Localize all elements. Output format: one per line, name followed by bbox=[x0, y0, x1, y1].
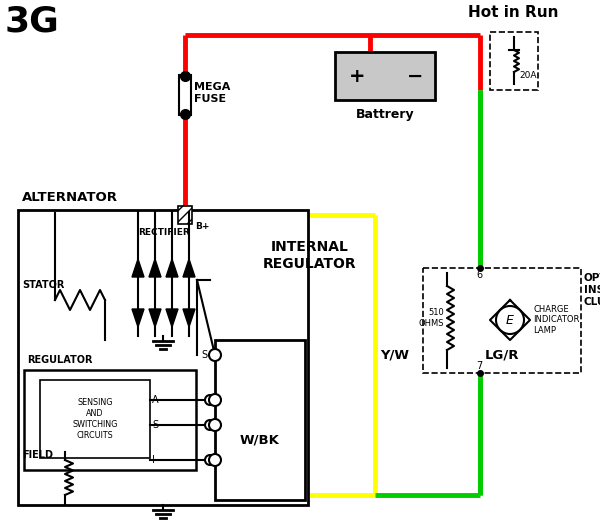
Text: +: + bbox=[349, 67, 365, 86]
Text: W/BK: W/BK bbox=[240, 434, 280, 446]
Polygon shape bbox=[183, 309, 195, 327]
Bar bbox=[490, 32, 538, 90]
Text: 6: 6 bbox=[476, 270, 482, 280]
Bar bbox=[40, 380, 150, 458]
Text: OPTIONAL
INSTRUMENT
CLUSTER: OPTIONAL INSTRUMENT CLUSTER bbox=[584, 273, 600, 307]
Text: CHARGE
INDICATOR
LAMP: CHARGE INDICATOR LAMP bbox=[533, 305, 580, 335]
Text: B+: B+ bbox=[195, 222, 209, 231]
Text: E: E bbox=[506, 313, 514, 327]
Text: LG/R: LG/R bbox=[485, 349, 520, 362]
Circle shape bbox=[205, 420, 215, 430]
Text: S: S bbox=[152, 420, 158, 430]
Text: Battrery: Battrery bbox=[356, 108, 415, 121]
Text: Hot in Run: Hot in Run bbox=[468, 5, 558, 20]
Text: 20A: 20A bbox=[519, 71, 536, 80]
Text: I: I bbox=[152, 455, 155, 465]
Text: RECTIFIER: RECTIFIER bbox=[138, 228, 190, 237]
Text: Y/W: Y/W bbox=[380, 349, 409, 362]
Bar bbox=[178, 206, 192, 224]
Polygon shape bbox=[132, 309, 144, 327]
Text: STATOR: STATOR bbox=[22, 280, 64, 290]
Polygon shape bbox=[166, 259, 178, 277]
Bar bbox=[24, 370, 196, 470]
Text: INTERNAL
REGULATOR: INTERNAL REGULATOR bbox=[263, 240, 357, 271]
Text: MEGA
FUSE: MEGA FUSE bbox=[194, 82, 230, 104]
Circle shape bbox=[205, 395, 215, 405]
Text: REGULATOR: REGULATOR bbox=[27, 355, 92, 365]
Text: S: S bbox=[202, 350, 208, 360]
Circle shape bbox=[209, 349, 221, 361]
Text: 7: 7 bbox=[476, 361, 482, 371]
Text: 510
OHMS: 510 OHMS bbox=[419, 308, 444, 328]
Polygon shape bbox=[183, 259, 195, 277]
Circle shape bbox=[209, 394, 221, 406]
Polygon shape bbox=[149, 259, 161, 277]
Text: SENSING
AND
SWITCHING
CIRCUITS: SENSING AND SWITCHING CIRCUITS bbox=[73, 398, 118, 440]
Bar bbox=[335, 52, 435, 100]
Text: A: A bbox=[152, 395, 158, 405]
Text: −: − bbox=[407, 67, 423, 86]
Circle shape bbox=[205, 455, 215, 465]
Circle shape bbox=[209, 454, 221, 466]
Circle shape bbox=[209, 419, 221, 431]
Polygon shape bbox=[166, 309, 178, 327]
Polygon shape bbox=[132, 259, 144, 277]
Circle shape bbox=[496, 306, 524, 334]
Bar bbox=[179, 75, 191, 115]
Text: FIELD: FIELD bbox=[22, 450, 53, 460]
Text: ALTERNATOR: ALTERNATOR bbox=[22, 191, 118, 204]
Bar bbox=[423, 268, 581, 373]
Text: 3G: 3G bbox=[5, 5, 60, 39]
Bar bbox=[215, 340, 305, 500]
Bar bbox=[18, 210, 308, 505]
Polygon shape bbox=[149, 309, 161, 327]
